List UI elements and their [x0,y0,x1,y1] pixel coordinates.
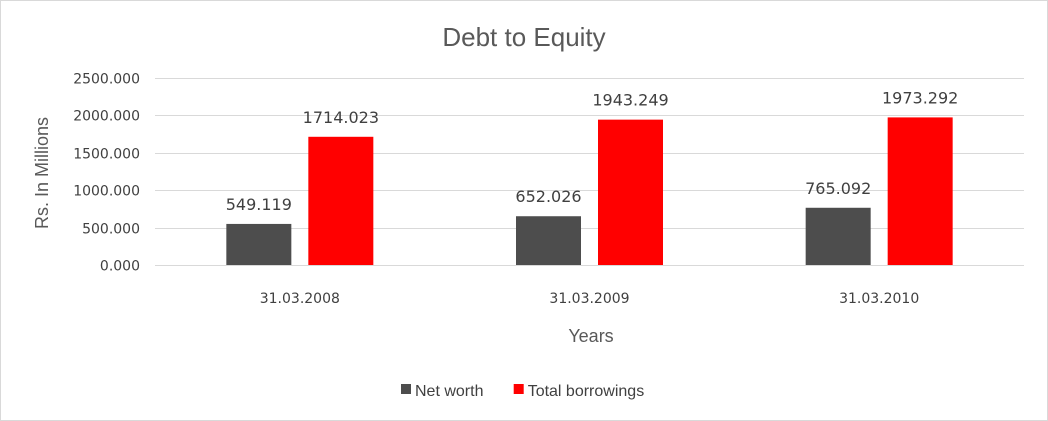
data-labels: 549.119 1714.023 652.026 1943.249 765.092 197… [226,88,959,214]
bar [805,207,871,265]
y-tick-label: 2000.000 [73,109,140,125]
y-tick-label: 2500.000 [73,72,140,88]
legend-label: Total borrowings [528,383,645,400]
bar [887,117,953,265]
data-label: 549.119 [226,195,292,214]
y-tick-label: 1500.000 [73,147,140,163]
legend-swatch [513,384,524,394]
data-label: 1943.249 [592,91,668,110]
x-axis-ticks: 31.03.2008 31.03.2009 31.03.2010 [260,291,920,307]
legend-label: Net worth [415,383,483,400]
y-axis-title: Rs. In Millions [32,117,52,229]
bar [226,223,292,265]
bar [516,216,581,265]
x-axis-title: Years [568,326,613,346]
data-label: 652.026 [515,187,581,206]
legend-swatch [401,384,411,394]
data-label: 1714.023 [303,108,379,127]
y-tick-label: 1000.000 [73,184,140,200]
y-tick-label: 500.000 [82,222,140,238]
x-tick-label: 31.03.2010 [839,291,919,307]
x-tick-label: 31.03.2008 [260,291,340,307]
legend: Net worth Total borrowings [401,383,644,400]
data-label: 765.092 [805,179,871,198]
gridlines [155,78,1024,266]
x-tick-label: 31.03.2009 [549,291,629,307]
y-tick-label: 0.000 [100,259,140,275]
bar [598,119,663,265]
data-label: 1973.292 [882,88,958,107]
chart-title: Debt to Equity [442,22,605,52]
y-axis-ticks: 0.000 500.000 1000.000 1500.000 2000.000 2500… [73,72,140,275]
bar [308,136,374,265]
bars [226,117,953,265]
